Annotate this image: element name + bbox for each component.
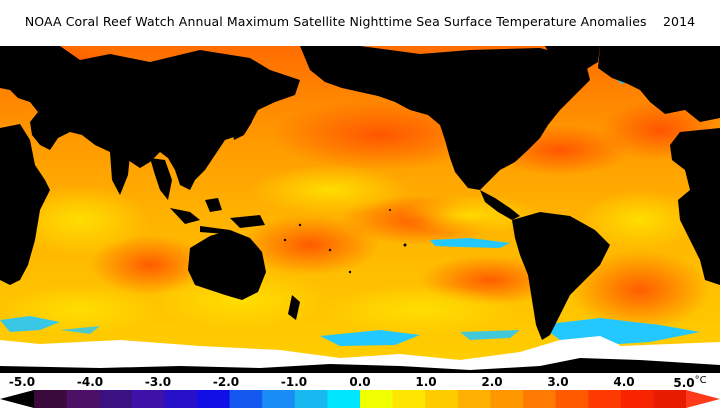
- colorbar-bin: [131, 390, 165, 408]
- tick-label: -1.0: [280, 375, 308, 389]
- unit-label: °C: [694, 375, 707, 386]
- tick-max-value: 5.0: [673, 376, 695, 390]
- tick-label: 3.0: [547, 375, 569, 389]
- colorbar: [0, 390, 720, 408]
- greenland: [545, 46, 600, 72]
- colorbar-bin: [197, 390, 231, 408]
- india: [110, 152, 130, 195]
- title-text: NOAA Coral Reef Watch Annual Maximum Sat…: [24, 14, 647, 29]
- antarctica: [0, 358, 720, 373]
- ice-regions: [0, 40, 720, 373]
- eurasia: [0, 46, 300, 190]
- tick-label: 4.0: [613, 375, 635, 389]
- south-america: [512, 212, 610, 340]
- colorbar-bin: [164, 390, 198, 408]
- sst-anomaly-map: [0, 40, 720, 373]
- colorbar-bin: [653, 390, 687, 408]
- tick-label: -5.0: [8, 375, 36, 389]
- colorbar-bin: [620, 390, 654, 408]
- colorbar-arrow-left: [0, 390, 34, 408]
- colorbar-bins: [34, 390, 687, 408]
- tick-label-max: 5.0°C: [673, 375, 706, 390]
- tick-label: -2.0: [212, 375, 240, 389]
- colorbar-bin: [490, 390, 524, 408]
- colorbar-bin: [262, 390, 296, 408]
- colorbar-bin: [327, 390, 361, 408]
- japan: [232, 116, 252, 140]
- colorbar-bin: [588, 390, 622, 408]
- colorbar-tick-labels: -5.0 -4.0 -3.0 -2.0 -1.0 0.0 1.0 2.0 3.0…: [0, 375, 720, 391]
- north-america: [300, 46, 590, 190]
- colorbar-bin: [457, 390, 491, 408]
- europe: [598, 46, 720, 122]
- colorbar-bin: [66, 390, 100, 408]
- title-year: 2014: [662, 14, 696, 29]
- colorbar-bin: [99, 390, 133, 408]
- tick-label: -3.0: [144, 375, 172, 389]
- colorbar-bin: [425, 390, 459, 408]
- colorbar-bin: [392, 390, 426, 408]
- colorbar-bin: [523, 390, 557, 408]
- tick-label: -4.0: [76, 375, 104, 389]
- colorbar-arrow-right: [686, 390, 720, 408]
- tick-label: 2.0: [481, 375, 503, 389]
- colorbar-bin: [294, 390, 328, 408]
- land-masses: [0, 46, 720, 373]
- tick-label: 1.0: [415, 375, 437, 389]
- africa: [0, 124, 50, 285]
- colorbar-bin: [555, 390, 589, 408]
- colorbar-bin: [360, 390, 394, 408]
- colorbar-bin: [229, 390, 263, 408]
- australia: [188, 230, 266, 300]
- southeast-asia: [150, 158, 172, 200]
- colorbar-bin: [34, 390, 68, 408]
- map-title: NOAA Coral Reef Watch Annual Maximum Sat…: [0, 14, 720, 29]
- tick-label: 0.0: [349, 375, 371, 389]
